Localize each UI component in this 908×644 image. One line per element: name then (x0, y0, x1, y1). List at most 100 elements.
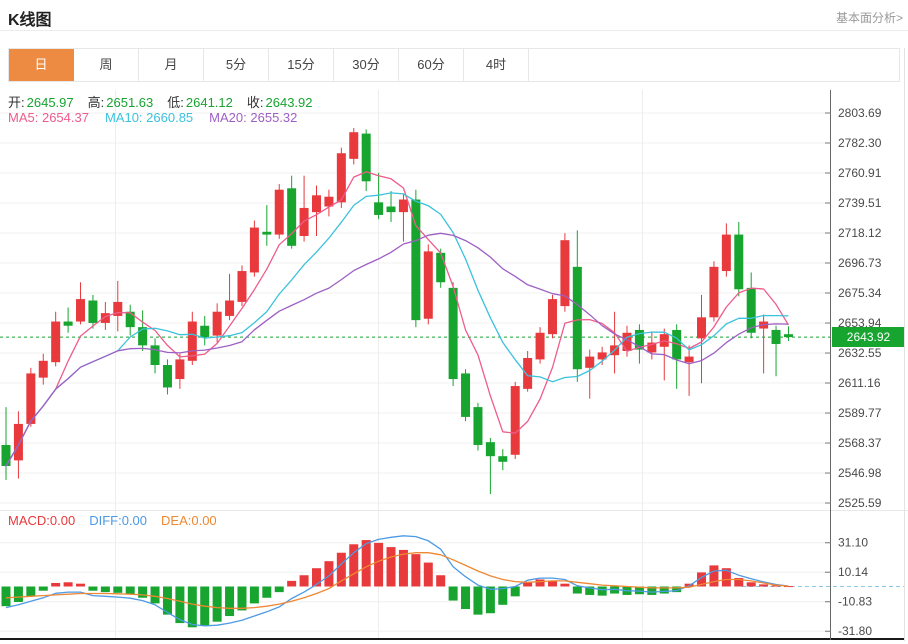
candlestick-chart[interactable]: 2803.69 2782.30 2760.91 2739.51 2718.12 2696.… (0, 88, 908, 644)
interval-tab-bar: 日周月 5分 15分 30分 60分 4时 (8, 48, 900, 82)
candle (237, 271, 247, 302)
candle (386, 206, 396, 213)
candle (287, 188, 297, 246)
header-divider (0, 30, 908, 31)
macd-bar (461, 586, 471, 610)
tab-interval-4[interactable]: 15分 (269, 49, 334, 81)
page-title: K线图 (8, 12, 52, 29)
macd-bar (572, 586, 582, 594)
macd-bar (299, 575, 309, 587)
candle (783, 334, 793, 338)
ma5-legend: MA5: 2654.37 (8, 110, 89, 125)
macd-bar (697, 572, 707, 587)
candle (361, 133, 371, 182)
macd-bar (398, 549, 408, 587)
macd-bar (709, 565, 719, 587)
candle (684, 356, 694, 363)
macd-bar (26, 586, 36, 597)
low-value: 2641.12 (185, 95, 233, 110)
axis-tick-label: 2718.12 (838, 226, 882, 240)
tab-interval-2[interactable]: 月 (139, 49, 204, 81)
macd-bar (510, 586, 520, 597)
macd-bar (386, 547, 396, 587)
macd-bar (51, 582, 61, 587)
axis-tick-label: 2525.59 (838, 496, 882, 510)
candle (523, 358, 533, 389)
macd-bar (138, 586, 148, 598)
macd-bar (38, 586, 48, 591)
candle (312, 195, 321, 213)
candle (473, 407, 483, 445)
close-label: 收: (246, 95, 264, 110)
dea-value-legend: DEA:0.00 (161, 513, 217, 528)
axis-tick-label: 31.10 (838, 536, 868, 550)
macd-bar (336, 552, 346, 587)
macd-bar (162, 586, 172, 615)
macd-bar (783, 586, 793, 588)
macd-value-legend: MACD:0.00 (8, 513, 76, 528)
axis-tick-label: 2632.55 (838, 346, 882, 360)
candle (374, 202, 384, 215)
candle (672, 329, 682, 360)
macd-bar (76, 583, 86, 587)
axis-tick-label: 2696.73 (838, 256, 882, 270)
macd-bar (225, 586, 235, 617)
candle (746, 287, 756, 333)
ma10-legend: MA10: 2660.85 (104, 110, 194, 125)
close-value: 2643.92 (265, 95, 313, 110)
macd-bar (485, 586, 495, 614)
tab-interval-7[interactable]: 4时 (464, 49, 529, 81)
macd-bar (150, 586, 160, 604)
axis-tick-label: 2568.37 (838, 436, 882, 450)
axis-tick-label: -10.83 (838, 595, 872, 609)
macd-histogram-layer (1, 540, 793, 628)
candle (510, 386, 520, 455)
candle (138, 327, 148, 346)
axis-tick-label: 2782.30 (838, 136, 882, 150)
axis-tick-label: 10.14 (838, 565, 868, 579)
macd-legend: MACD:0.00 DIFF:0.00 DEA:0.00 (8, 513, 217, 528)
open-label: 开: (8, 95, 25, 110)
macd-bar (585, 586, 595, 595)
candle (461, 373, 471, 417)
candle (262, 231, 272, 235)
macd-bar (746, 582, 756, 587)
candle (498, 456, 508, 462)
candle (249, 227, 259, 273)
macd-bar (349, 544, 359, 587)
candle (697, 317, 707, 339)
macd-bar (187, 586, 197, 628)
candle (485, 442, 495, 457)
candle (162, 365, 172, 388)
macd-bar (759, 584, 769, 587)
tab-interval-1[interactable]: 周 (74, 49, 139, 81)
axis-tick-label: 2760.91 (838, 166, 882, 180)
candle (721, 234, 731, 272)
macd-bar (361, 540, 371, 587)
fundamental-analysis-link[interactable]: 基本面分析> (835, 11, 903, 25)
macd-bar (63, 582, 73, 587)
candle (100, 313, 110, 323)
tab-interval-3[interactable]: 5分 (204, 49, 269, 81)
diff-line (5, 535, 789, 627)
macd-bar (647, 586, 657, 595)
macd-bar (411, 554, 421, 587)
candle (38, 360, 48, 378)
axis-tick-label: 2653.94 (838, 316, 882, 330)
axis-tick-label: 2589.77 (838, 406, 882, 420)
candle (150, 345, 160, 366)
macd-bar (523, 582, 533, 587)
candle (572, 266, 582, 370)
axis-tick-label: -31.80 (838, 624, 872, 638)
macd-bar (672, 586, 682, 593)
candle (212, 311, 222, 336)
macd-bar (125, 586, 135, 595)
tab-interval-6[interactable]: 60分 (399, 49, 464, 81)
tab-interval-5[interactable]: 30分 (334, 49, 399, 81)
dea-line (5, 552, 789, 609)
candle (336, 153, 346, 203)
macd-bar (597, 586, 607, 596)
tab-interval-0[interactable]: 日 (9, 49, 74, 81)
macd-bar (498, 586, 508, 605)
macd-bar (436, 575, 446, 587)
